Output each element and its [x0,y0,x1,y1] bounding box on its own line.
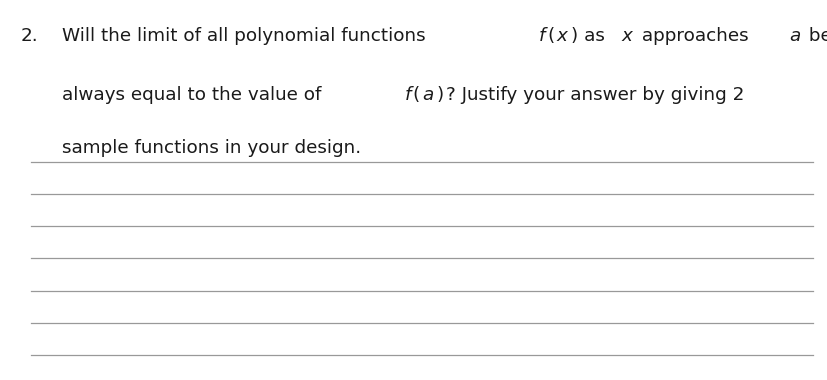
Text: a: a [788,27,799,44]
Text: ? Justify your answer by giving 2: ? Justify your answer by giving 2 [446,86,743,103]
Text: sample functions in your design.: sample functions in your design. [62,139,361,157]
Text: ) as: ) as [570,27,609,44]
Text: f: f [538,27,545,44]
Text: x: x [621,27,632,44]
Text: 2.: 2. [21,27,38,44]
Text: (: ( [412,86,419,103]
Text: f: f [404,86,410,103]
Text: be: be [802,27,827,44]
Text: (: ( [547,27,554,44]
Text: ): ) [436,86,443,103]
Text: Will the limit of all polynomial functions: Will the limit of all polynomial functio… [62,27,431,44]
Text: always equal to the value of: always equal to the value of [62,86,327,103]
Text: approaches: approaches [635,27,753,44]
Text: x: x [556,27,566,44]
Text: a: a [422,86,433,103]
